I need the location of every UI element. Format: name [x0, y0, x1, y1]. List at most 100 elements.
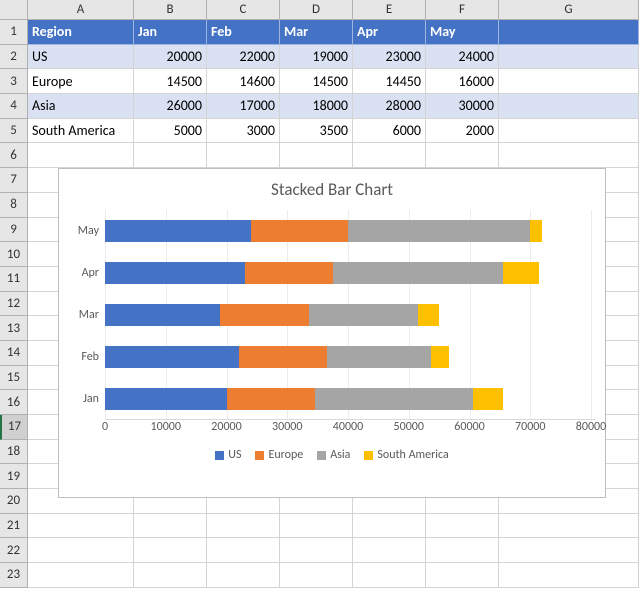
- cell-A21[interactable]: [28, 514, 134, 539]
- row-header-18[interactable]: 18: [0, 440, 28, 465]
- row-header-17[interactable]: 17: [0, 415, 28, 440]
- legend-item-europe[interactable]: Europe: [255, 448, 303, 462]
- row-header-11[interactable]: 11: [0, 267, 28, 292]
- cell-G3[interactable]: [499, 69, 639, 94]
- cell-D2[interactable]: 19000: [280, 45, 353, 70]
- row-header-7[interactable]: 7: [0, 168, 28, 193]
- cell-E2[interactable]: 23000: [353, 45, 426, 70]
- cell-G23[interactable]: [499, 563, 639, 588]
- cell-A23[interactable]: [28, 563, 134, 588]
- row-header-13[interactable]: 13: [0, 316, 28, 341]
- cell-E23[interactable]: [353, 563, 426, 588]
- cell-A22[interactable]: [28, 538, 134, 563]
- cell-D22[interactable]: [280, 538, 353, 563]
- cell-G6[interactable]: [499, 143, 639, 168]
- cell-C6[interactable]: [207, 143, 280, 168]
- cell-E1[interactable]: Apr: [353, 20, 426, 45]
- cell-C5[interactable]: 3000: [207, 119, 280, 144]
- row-header-16[interactable]: 16: [0, 390, 28, 415]
- cell-D6[interactable]: [280, 143, 353, 168]
- cell-F4[interactable]: 30000: [426, 94, 499, 119]
- column-header-A[interactable]: A: [28, 0, 134, 20]
- cell-A1[interactable]: Region: [28, 20, 134, 45]
- cell-D4[interactable]: 18000: [280, 94, 353, 119]
- row-header-19[interactable]: 19: [0, 464, 28, 489]
- row-header-5[interactable]: 5: [0, 119, 28, 144]
- cell-D3[interactable]: 14500: [280, 69, 353, 94]
- cell-C1[interactable]: Feb: [207, 20, 280, 45]
- cell-G1[interactable]: [499, 20, 639, 45]
- cell-B3[interactable]: 14500: [134, 69, 207, 94]
- cell-B21[interactable]: [134, 514, 207, 539]
- cell-G5[interactable]: [499, 119, 639, 144]
- cell-F21[interactable]: [426, 514, 499, 539]
- column-header-D[interactable]: D: [280, 0, 353, 20]
- cell-F3[interactable]: 16000: [426, 69, 499, 94]
- cell-G2[interactable]: [499, 45, 639, 70]
- row-header-2[interactable]: 2: [0, 45, 28, 70]
- row-header-14[interactable]: 14: [0, 341, 28, 366]
- cell-E21[interactable]: [353, 514, 426, 539]
- row-header-6[interactable]: 6: [0, 143, 28, 168]
- row-header-20[interactable]: 20: [0, 489, 28, 514]
- cell-B4[interactable]: 26000: [134, 94, 207, 119]
- cell-B6[interactable]: [134, 143, 207, 168]
- cell-A2[interactable]: US: [28, 45, 134, 70]
- select-all-corner[interactable]: [0, 0, 28, 20]
- chart-container[interactable]: Stacked Bar Chart MayAprMarFebJan 010000…: [58, 168, 606, 498]
- cell-G21[interactable]: [499, 514, 639, 539]
- cell-A5[interactable]: South America: [28, 119, 134, 144]
- cell-C21[interactable]: [207, 514, 280, 539]
- cell-B22[interactable]: [134, 538, 207, 563]
- cell-E4[interactable]: 28000: [353, 94, 426, 119]
- row-header-4[interactable]: 4: [0, 94, 28, 119]
- row-header-9[interactable]: 9: [0, 218, 28, 243]
- cell-F1[interactable]: May: [426, 20, 499, 45]
- cell-F23[interactable]: [426, 563, 499, 588]
- column-header-B[interactable]: B: [134, 0, 207, 20]
- cell-D21[interactable]: [280, 514, 353, 539]
- row-header-21[interactable]: 21: [0, 514, 28, 539]
- legend-item-us[interactable]: US: [215, 448, 241, 462]
- cell-C2[interactable]: 22000: [207, 45, 280, 70]
- cell-B1[interactable]: Jan: [134, 20, 207, 45]
- cell-D1[interactable]: Mar: [280, 20, 353, 45]
- row-header-12[interactable]: 12: [0, 292, 28, 317]
- cell-E5[interactable]: 6000: [353, 119, 426, 144]
- cell-C3[interactable]: 14600: [207, 69, 280, 94]
- cell-F6[interactable]: [426, 143, 499, 168]
- row-header-10[interactable]: 10: [0, 242, 28, 267]
- cell-A3[interactable]: Europe: [28, 69, 134, 94]
- cell-G22[interactable]: [499, 538, 639, 563]
- row-header-8[interactable]: 8: [0, 193, 28, 218]
- column-header-E[interactable]: E: [353, 0, 426, 20]
- legend-item-south-america[interactable]: South America: [364, 448, 448, 462]
- cell-E22[interactable]: [353, 538, 426, 563]
- cell-B5[interactable]: 5000: [134, 119, 207, 144]
- row-header-3[interactable]: 3: [0, 69, 28, 94]
- cell-E6[interactable]: [353, 143, 426, 168]
- cell-D5[interactable]: 3500: [280, 119, 353, 144]
- cell-B2[interactable]: 20000: [134, 45, 207, 70]
- row-header-23[interactable]: 23: [0, 563, 28, 588]
- cell-C4[interactable]: 17000: [207, 94, 280, 119]
- cell-F5[interactable]: 2000: [426, 119, 499, 144]
- column-header-C[interactable]: C: [207, 0, 280, 20]
- row-header-1[interactable]: 1: [0, 20, 28, 45]
- legend-item-asia[interactable]: Asia: [317, 448, 350, 462]
- cell-E3[interactable]: 14450: [353, 69, 426, 94]
- column-header-F[interactable]: F: [426, 0, 499, 20]
- legend-label: US: [228, 448, 241, 462]
- cell-A6[interactable]: [28, 143, 134, 168]
- cell-D23[interactable]: [280, 563, 353, 588]
- cell-B23[interactable]: [134, 563, 207, 588]
- row-header-15[interactable]: 15: [0, 366, 28, 391]
- cell-A4[interactable]: Asia: [28, 94, 134, 119]
- cell-F22[interactable]: [426, 538, 499, 563]
- cell-G4[interactable]: [499, 94, 639, 119]
- cell-F2[interactable]: 24000: [426, 45, 499, 70]
- cell-C23[interactable]: [207, 563, 280, 588]
- cell-C22[interactable]: [207, 538, 280, 563]
- row-header-22[interactable]: 22: [0, 538, 28, 563]
- column-header-G[interactable]: G: [499, 0, 639, 20]
